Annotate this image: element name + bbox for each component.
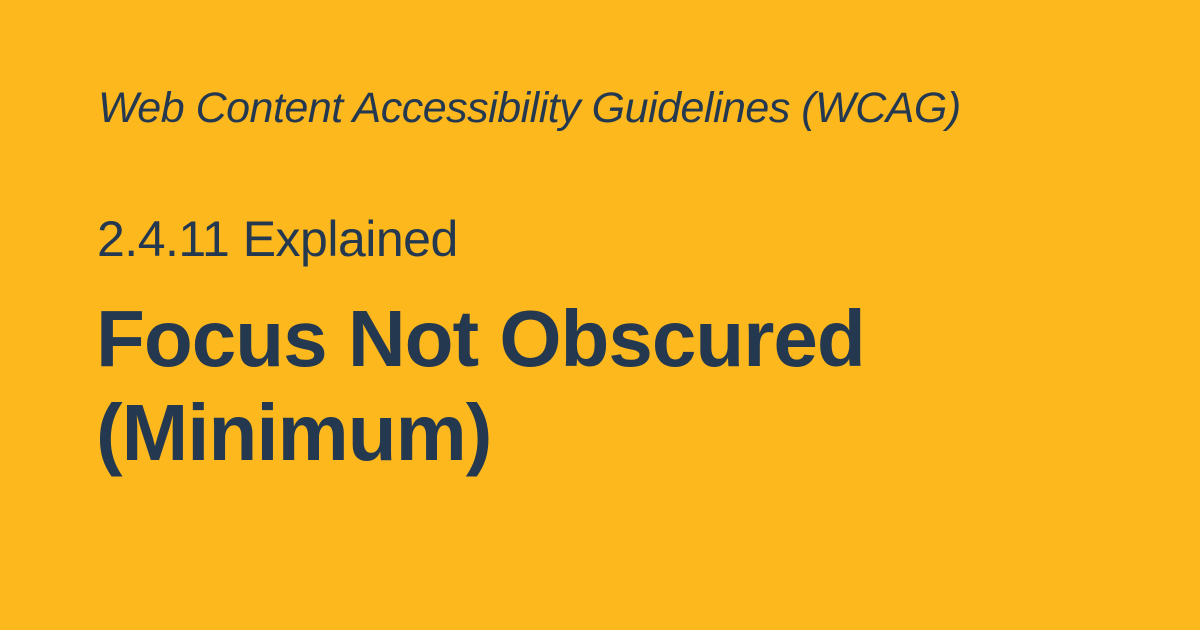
title-line-2: (Minimum) xyxy=(96,388,492,477)
page-title: Focus Not Obscured (Minimum) xyxy=(96,292,866,480)
kicker-text: Web Content Accessibility Guidelines (WC… xyxy=(98,84,961,132)
title-line-1: Focus Not Obscured xyxy=(96,294,866,383)
subtitle-text: 2.4.11 Explained xyxy=(97,211,458,267)
